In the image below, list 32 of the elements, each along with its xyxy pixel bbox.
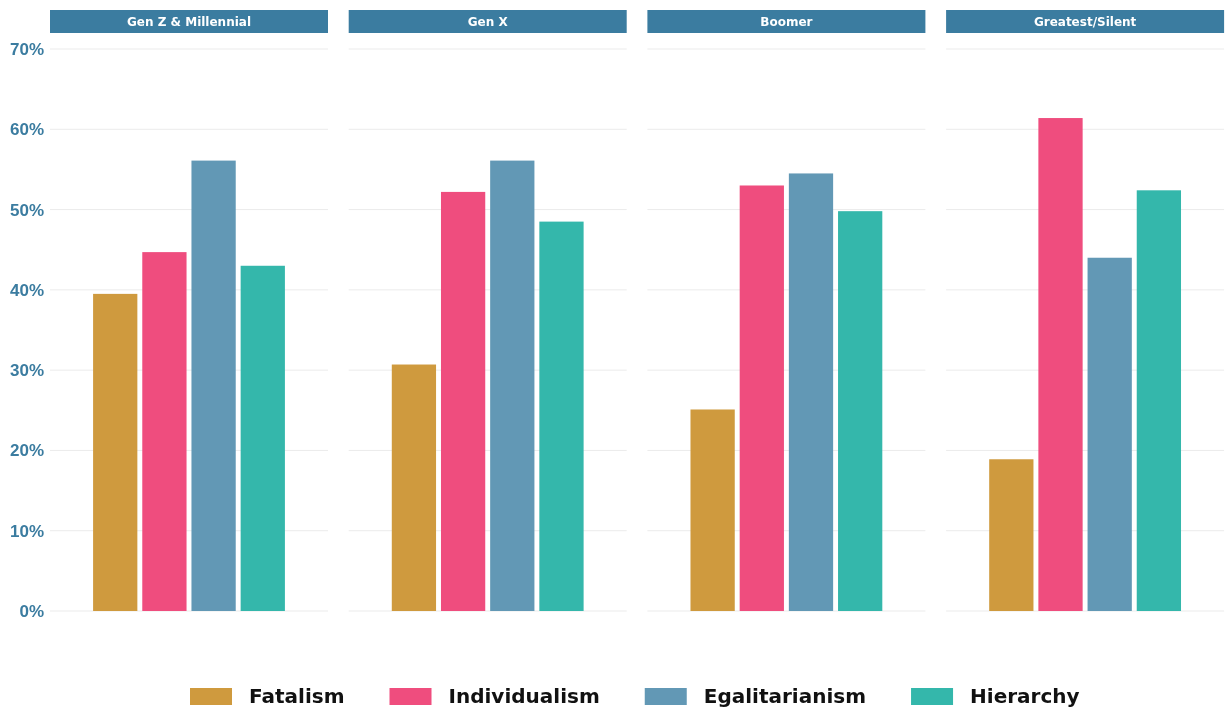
bar [391, 364, 437, 611]
bar [1038, 118, 1083, 611]
bar [191, 160, 236, 611]
bar [788, 173, 834, 611]
y-tick-label: 50% [9, 200, 44, 220]
x-tick-label: Gen Z & Millennial [126, 15, 252, 29]
y-tick-label: 0% [19, 601, 44, 621]
bar [690, 409, 735, 611]
x-tick-label: Boomer [760, 15, 813, 29]
legend-label: Hierarchy [970, 684, 1080, 708]
bar [1087, 257, 1132, 611]
bar [240, 265, 285, 611]
y-tick-label: 40% [9, 280, 44, 300]
legend-label: Fatalism [249, 684, 345, 708]
bar [539, 221, 584, 611]
bar [440, 191, 486, 611]
x-tick-label: Gen X [467, 15, 509, 29]
y-tick-label: 60% [9, 120, 44, 140]
bar [838, 211, 883, 611]
legend-label: Egalitarianism [703, 684, 867, 708]
bar [142, 252, 187, 611]
bar [739, 185, 784, 611]
bar [1136, 190, 1182, 611]
x-tick-label: Greatest/Silent [1033, 15, 1137, 29]
bar [490, 160, 535, 611]
bar [93, 293, 138, 611]
y-tick-label: 10% [9, 521, 44, 541]
y-tick-label: 70% [9, 39, 44, 59]
y-tick-label: 30% [9, 361, 44, 381]
bar [989, 459, 1034, 611]
y-tick-label: 20% [9, 441, 44, 461]
legend-label: Individualism [448, 684, 600, 708]
